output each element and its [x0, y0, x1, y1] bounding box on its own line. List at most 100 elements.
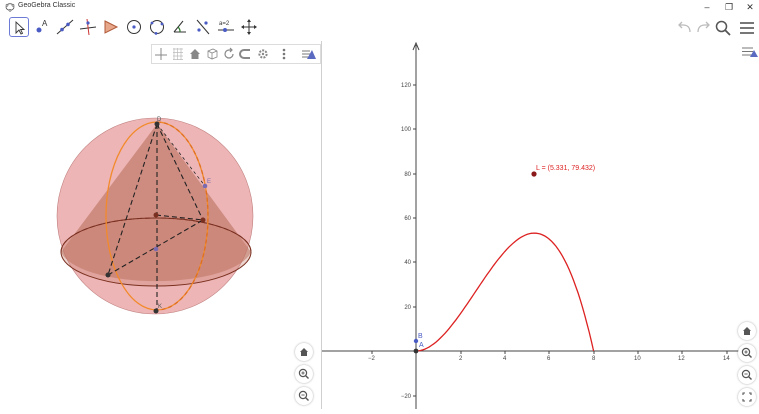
angle-tool-button[interactable] — [170, 17, 190, 37]
graphics3d-view[interactable]: D E K — [0, 62, 321, 409]
redo-button[interactable] — [694, 19, 712, 37]
y-tick-label: 120 — [401, 83, 412, 89]
reflect-line-icon — [196, 19, 210, 35]
move-tool-button[interactable] — [9, 17, 29, 37]
clipping-icon — [239, 49, 250, 59]
x-tick-label: 2 — [459, 356, 463, 362]
fullscreen-button[interactable] — [738, 388, 756, 406]
point-B[interactable] — [413, 338, 419, 344]
circle-center-icon — [127, 20, 141, 34]
polygon-tool-button[interactable] — [101, 17, 121, 37]
graphics2d-view[interactable]: −2 2 4 6 8 10 12 14 120 100 80 60 — [322, 41, 759, 409]
label-bottom: K — [158, 304, 162, 310]
2d-zoom-out-button[interactable] — [738, 366, 756, 384]
arrow-pointer-icon — [15, 20, 26, 35]
settings-button[interactable] — [256, 46, 270, 62]
view-direction-button[interactable] — [205, 46, 219, 62]
point-L-label: L = (5.331, 79.432) — [536, 165, 595, 172]
point-right[interactable] — [202, 183, 208, 189]
style-bar-toggle-button[interactable] — [302, 46, 316, 62]
cone-surface[interactable] — [61, 124, 251, 282]
stylebar-toggle-icon — [742, 47, 758, 57]
3d-zoom-in-button[interactable] — [295, 365, 313, 383]
slider-tool-button[interactable]: a=2 — [216, 17, 236, 37]
angle-icon — [173, 20, 186, 33]
minimize-button[interactable]: – — [704, 2, 710, 12]
move-view-tool-button[interactable] — [239, 17, 259, 37]
rotate-view-button[interactable] — [222, 46, 236, 62]
axes-toggle-button[interactable] — [154, 46, 168, 62]
2d-zoom-in-button[interactable] — [738, 344, 756, 362]
x-tick-label: 10 — [634, 356, 641, 362]
restore-button[interactable]: ❐ — [724, 2, 734, 12]
point-A[interactable] — [413, 348, 419, 354]
y-tick-label: 80 — [404, 172, 411, 178]
close-button[interactable]: ✕ — [746, 2, 754, 12]
home-icon — [300, 348, 308, 356]
search-button[interactable] — [714, 19, 732, 37]
home-icon — [190, 49, 200, 59]
y-tick-label: 100 — [401, 127, 412, 133]
circle-points-tool-button[interactable] — [147, 17, 167, 37]
x-tick-label: 12 — [678, 356, 685, 362]
cone-base[interactable] — [60, 217, 252, 287]
undo-button[interactable] — [676, 19, 694, 37]
label-right: E — [207, 179, 211, 185]
slider-tool-label: a=2 — [219, 21, 230, 27]
hamburger-menu-icon — [740, 22, 754, 34]
point-base-left[interactable] — [105, 272, 111, 278]
function-curve[interactable] — [415, 232, 595, 352]
grid-toggle-button[interactable] — [171, 46, 185, 62]
point-base-right[interactable] — [200, 217, 206, 223]
point-L[interactable] — [531, 171, 537, 177]
point-tool-button[interactable]: A — [32, 17, 52, 37]
search-icon — [715, 20, 731, 36]
perpendicular-tool-button[interactable] — [78, 17, 98, 37]
more-options-button[interactable] — [277, 46, 291, 62]
label-top: D — [157, 117, 162, 123]
view-separator[interactable] — [321, 41, 322, 409]
graphics2d-canvas[interactable]: −2 2 4 6 8 10 12 14 120 100 80 60 — [322, 41, 759, 409]
x-tick-label: −2 — [368, 356, 376, 362]
point-A-label: A — [419, 342, 424, 349]
cube-icon — [207, 48, 218, 60]
3d-zoom-out-button[interactable] — [295, 387, 313, 405]
clipping-button[interactable] — [239, 46, 253, 62]
gear-icon — [258, 49, 268, 59]
x-tick-label: 14 — [723, 356, 730, 362]
2d-home-button[interactable] — [738, 322, 756, 340]
y-tick-label: 60 — [404, 216, 411, 222]
x-tick-label: 4 — [503, 356, 507, 362]
zoom-in-icon — [298, 368, 309, 379]
graphics2d-style-bar-toggle[interactable] — [741, 44, 759, 60]
y-tick-label: 40 — [404, 260, 411, 266]
point-bottom[interactable] — [153, 308, 159, 314]
perpendicular-icon — [79, 18, 97, 36]
vertical-dots-icon — [282, 48, 286, 60]
grid-icon — [173, 48, 183, 60]
graphics3d-canvas[interactable]: D E K — [0, 62, 321, 409]
circle-center-tool-button[interactable] — [124, 17, 144, 37]
zoom-in-icon — [741, 347, 752, 358]
y-axis-arrow — [412, 41, 420, 51]
standard-view-button[interactable] — [188, 46, 202, 62]
line-tool-button[interactable] — [55, 17, 75, 37]
point-B-label: B — [418, 333, 423, 340]
fullscreen-icon — [742, 392, 752, 402]
x-tick-label: 8 — [592, 356, 596, 362]
undo-icon — [678, 21, 691, 33]
reflect-tool-button[interactable] — [193, 17, 213, 37]
geogebra-logo-icon — [5, 3, 15, 12]
point-center[interactable] — [153, 212, 159, 218]
circle-three-points-icon — [150, 20, 164, 35]
3d-home-button[interactable] — [295, 343, 313, 361]
redo-icon — [697, 21, 710, 33]
x-tick-label: 6 — [547, 356, 551, 362]
toolbar: A a=2 — [0, 15, 759, 41]
axes-icon — [155, 48, 167, 60]
home-icon — [743, 327, 751, 335]
main-menu-button[interactable] — [738, 19, 756, 37]
point-top[interactable] — [154, 121, 160, 127]
svg-text:A: A — [42, 19, 48, 28]
point-inner[interactable] — [153, 246, 159, 252]
